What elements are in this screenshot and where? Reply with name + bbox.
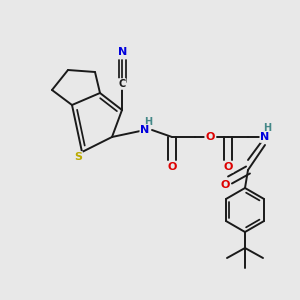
- Text: O: O: [205, 132, 215, 142]
- Text: O: O: [167, 162, 177, 172]
- Text: H: H: [144, 117, 152, 127]
- Text: H: H: [263, 123, 271, 133]
- Text: C: C: [118, 79, 126, 89]
- Text: S: S: [74, 152, 82, 162]
- Text: N: N: [140, 125, 150, 135]
- Text: N: N: [118, 47, 127, 57]
- Text: N: N: [260, 132, 270, 142]
- Text: O: O: [220, 180, 230, 190]
- Text: O: O: [223, 162, 233, 172]
